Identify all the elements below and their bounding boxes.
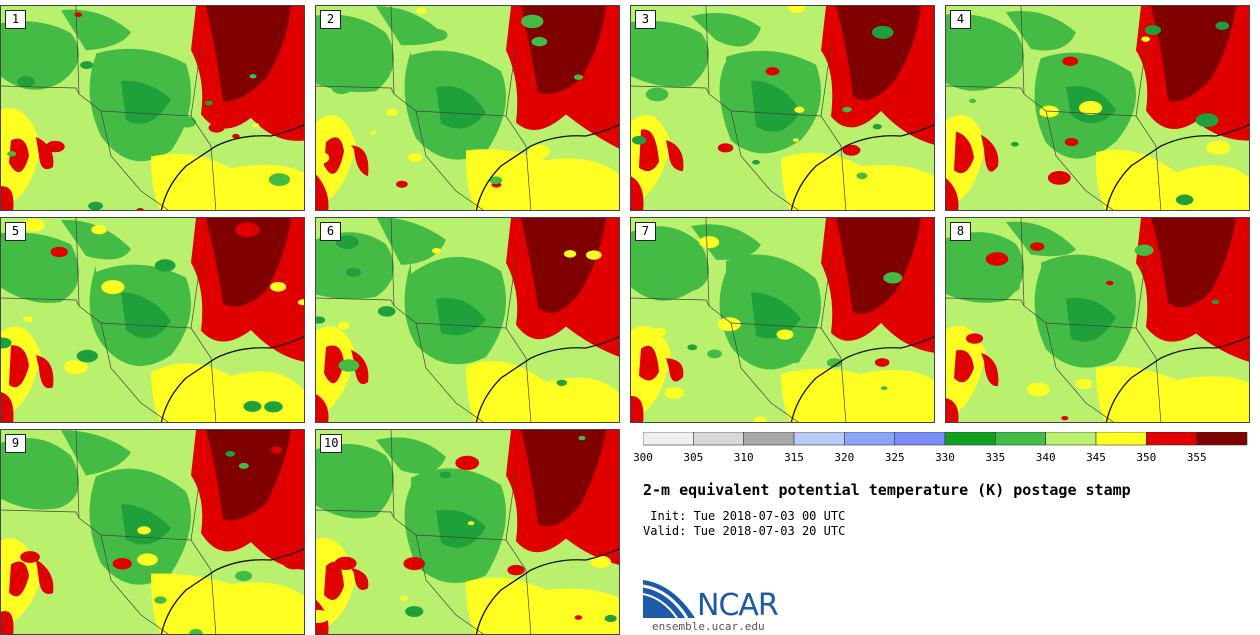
colorbar-tick-label: 340 [1035,451,1056,464]
colorbar-segment [844,432,895,446]
colorbar-segment [894,432,946,446]
colorbar-segment [643,432,694,446]
colorbar-tick-label: 330 [935,451,955,464]
member-number: 3 [635,10,656,29]
colorbar-segment [1045,432,1097,446]
member-number: 2 [320,10,341,29]
member-panel-5: 5 [0,217,305,423]
member-panel-8: 8 [945,217,1250,423]
colorbar-tick-label: 305 [683,451,704,464]
member-panel-4: 4 [945,5,1250,211]
member-number: 9 [5,434,26,453]
colorbar-tick-label: 310 [733,451,754,464]
colorbar-segment [995,432,1046,446]
member-panel-2: 2 [315,5,620,211]
valid-time: Valid: Tue 2018-07-03 20 UTC [643,524,846,538]
member-panel-7: 7 [630,217,935,423]
member-number: 10 [320,434,343,453]
member-number: 8 [950,222,971,241]
website-link[interactable]: ensemble.ucar.edu [652,620,765,633]
colorbar-tick-label: 325 [884,451,905,464]
member-panel-6: 6 [315,217,620,423]
colorbar-tick-label: 315 [784,451,804,464]
colorbar-segment [743,432,795,446]
colorbar-tick-label: 320 [834,451,855,464]
colorbar [643,432,1248,446]
ncar-logo-icon [643,580,695,619]
member-number: 4 [950,10,971,29]
colorbar-segment [693,432,744,446]
colorbar-tick-label: 345 [1086,451,1106,464]
colorbar-tick-label: 300 [633,451,653,464]
colorbar-segment [793,432,845,446]
plot-title: 2-m equivalent potential temperature (K)… [643,481,1131,499]
colorbar-segment [944,432,996,446]
member-number: 5 [5,222,26,241]
member-panel-9: 9 [0,429,305,635]
member-number: 6 [320,222,341,241]
colorbar-tick-label: 355 [1186,451,1207,464]
colorbar-segment [1146,432,1197,446]
member-panel-1: 1 [0,5,305,211]
member-number: 1 [5,10,26,29]
colorbar-tick-label: 350 [1136,451,1157,464]
init-time: Init: Tue 2018-07-03 00 UTC [643,509,846,523]
member-panel-10: 10 [315,429,620,635]
colorbar-segment [1095,432,1147,446]
ncar-logo-text: NCAR [697,588,779,623]
colorbar-tick-label: 335 [985,451,1006,464]
member-number: 7 [635,222,656,241]
member-panel-3: 3 [630,5,935,211]
colorbar-segment [1196,432,1248,446]
